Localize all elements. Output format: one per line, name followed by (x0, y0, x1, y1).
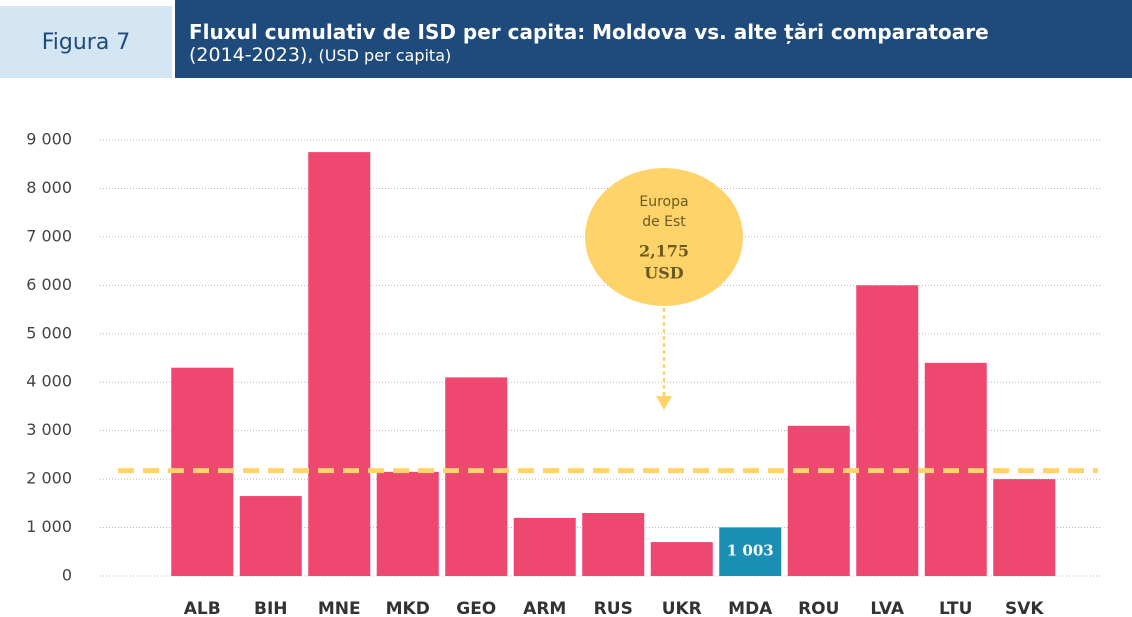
bar (445, 377, 508, 576)
bar (513, 517, 576, 576)
y-tick-label: 6 000 (26, 275, 72, 294)
bar (856, 285, 919, 576)
y-tick-label: 1 000 (26, 517, 72, 536)
unit: (USD per capita) (318, 46, 452, 65)
x-tick-label: UKR (662, 599, 702, 617)
y-tick-label: 7 000 (26, 226, 72, 245)
y-tick-label: 5 000 (26, 323, 72, 342)
y-tick-label: 9 000 (26, 130, 72, 149)
annotation-value: 2,175 (639, 242, 689, 261)
bar (239, 496, 302, 576)
x-tick-label: MNE (318, 599, 361, 617)
figure-label: Figura 7 (0, 6, 172, 78)
y-tick-label: 2 000 (26, 469, 72, 488)
annotation-text: Europa (639, 194, 688, 210)
chart-title: Fluxul cumulativ de ISD per capita: Mold… (189, 20, 989, 44)
x-tick-label: ARM (523, 599, 566, 617)
x-tick-label: LTU (939, 599, 972, 617)
bar (719, 527, 782, 576)
bar (650, 542, 713, 576)
annotation-text: de Est (642, 214, 686, 230)
x-tick-label: BIH (254, 599, 288, 617)
x-tick-label: MKD (386, 599, 430, 617)
bar (787, 425, 850, 576)
bar (376, 471, 439, 576)
x-tick-label: LVA (870, 599, 904, 617)
x-tick-label: ALB (184, 599, 221, 617)
y-tick-label: 3 000 (26, 420, 72, 439)
x-tick-label: GEO (456, 599, 496, 617)
x-tick-label: ROU (798, 599, 839, 617)
title-box: Fluxul cumulativ de ISD per capita: Mold… (175, 0, 1132, 78)
y-tick-label: 8 000 (26, 178, 72, 197)
y-tick-label: 0 (62, 566, 72, 585)
x-tick-label: SVK (1005, 599, 1044, 617)
subtitle: (2014-2023), (189, 44, 314, 66)
bar (993, 479, 1056, 576)
bar (582, 513, 645, 576)
value-label: 1 003 (727, 541, 774, 559)
y-tick-label: 4 000 (26, 372, 72, 391)
annotation-bubble (585, 168, 743, 306)
annotation-unit: USD (644, 264, 684, 283)
x-tick-label: MDA (728, 599, 773, 617)
bar (308, 152, 371, 576)
arrow-head (656, 396, 672, 410)
x-tick-label: RUS (594, 599, 633, 617)
